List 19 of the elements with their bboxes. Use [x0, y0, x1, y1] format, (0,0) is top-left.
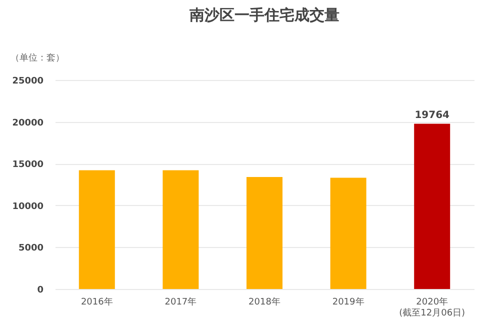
y-tick-label: 5000 [18, 244, 44, 254]
data-label: 19764 [414, 110, 450, 121]
x-tick-label: 2018年 [248, 296, 280, 308]
x-tick-label: 2019年 [332, 296, 364, 308]
y-tick-label: 15000 [12, 160, 44, 170]
y-tick-label: 20000 [12, 118, 44, 128]
x-tick-label: 2016年 [80, 296, 113, 308]
chart-title: 南沙区一手住宅成交量 [188, 6, 340, 24]
bar [78, 170, 115, 289]
x-tick-label: 2020年 (截至12月06日) [399, 296, 466, 318]
bar [162, 170, 199, 289]
bar [246, 176, 282, 289]
y-tick-label: 10000 [12, 202, 44, 212]
y-tick-label: 0 [37, 286, 44, 296]
bar [330, 178, 366, 289]
y-axis-title: （单位：套） [10, 52, 64, 64]
bar [414, 124, 450, 289]
x-tick-label: 2017年 [164, 296, 197, 308]
y-tick-label: 25000 [12, 76, 44, 86]
